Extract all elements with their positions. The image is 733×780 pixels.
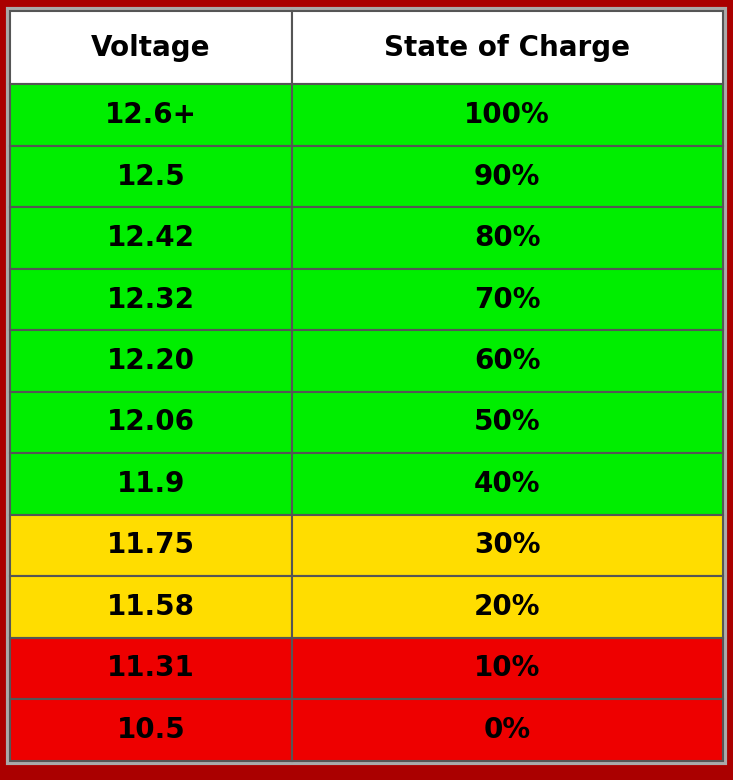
Bar xyxy=(10,84,292,146)
Text: 30%: 30% xyxy=(474,531,540,559)
Text: 12.20: 12.20 xyxy=(107,347,195,375)
Text: 10.5: 10.5 xyxy=(117,716,185,744)
Text: 60%: 60% xyxy=(474,347,540,375)
Bar xyxy=(292,515,723,576)
Text: 70%: 70% xyxy=(474,285,540,314)
Text: 10%: 10% xyxy=(474,654,540,682)
Text: 40%: 40% xyxy=(474,470,540,498)
Text: 100%: 100% xyxy=(464,101,550,129)
Text: 11.75: 11.75 xyxy=(107,531,195,559)
Text: 80%: 80% xyxy=(474,224,540,252)
Text: 12.6+: 12.6+ xyxy=(105,101,197,129)
Bar xyxy=(292,392,723,453)
Bar xyxy=(292,11,723,84)
Bar xyxy=(10,515,292,576)
Bar xyxy=(10,146,292,207)
Text: 12.06: 12.06 xyxy=(107,409,195,437)
Bar xyxy=(10,576,292,637)
Text: 50%: 50% xyxy=(474,409,540,437)
Text: 12.42: 12.42 xyxy=(107,224,195,252)
Bar xyxy=(10,269,292,330)
Bar xyxy=(10,699,292,760)
Bar xyxy=(292,269,723,330)
Bar xyxy=(292,699,723,760)
Text: 11.58: 11.58 xyxy=(107,593,195,621)
Bar xyxy=(10,330,292,392)
Bar xyxy=(10,11,292,84)
Bar xyxy=(292,453,723,515)
Bar xyxy=(292,637,723,699)
Bar xyxy=(10,453,292,515)
Bar xyxy=(10,207,292,269)
Bar xyxy=(292,576,723,637)
Text: 90%: 90% xyxy=(474,162,540,190)
Text: 20%: 20% xyxy=(474,593,540,621)
Text: 12.5: 12.5 xyxy=(117,162,185,190)
Text: 11.31: 11.31 xyxy=(107,654,195,682)
Bar xyxy=(10,392,292,453)
Text: State of Charge: State of Charge xyxy=(384,34,630,62)
Text: 11.9: 11.9 xyxy=(117,470,185,498)
Bar xyxy=(292,207,723,269)
Text: Voltage: Voltage xyxy=(91,34,210,62)
Bar xyxy=(292,146,723,207)
Bar xyxy=(292,330,723,392)
Bar xyxy=(10,637,292,699)
Text: 0%: 0% xyxy=(484,716,531,744)
Text: 12.32: 12.32 xyxy=(107,285,195,314)
Bar xyxy=(292,84,723,146)
